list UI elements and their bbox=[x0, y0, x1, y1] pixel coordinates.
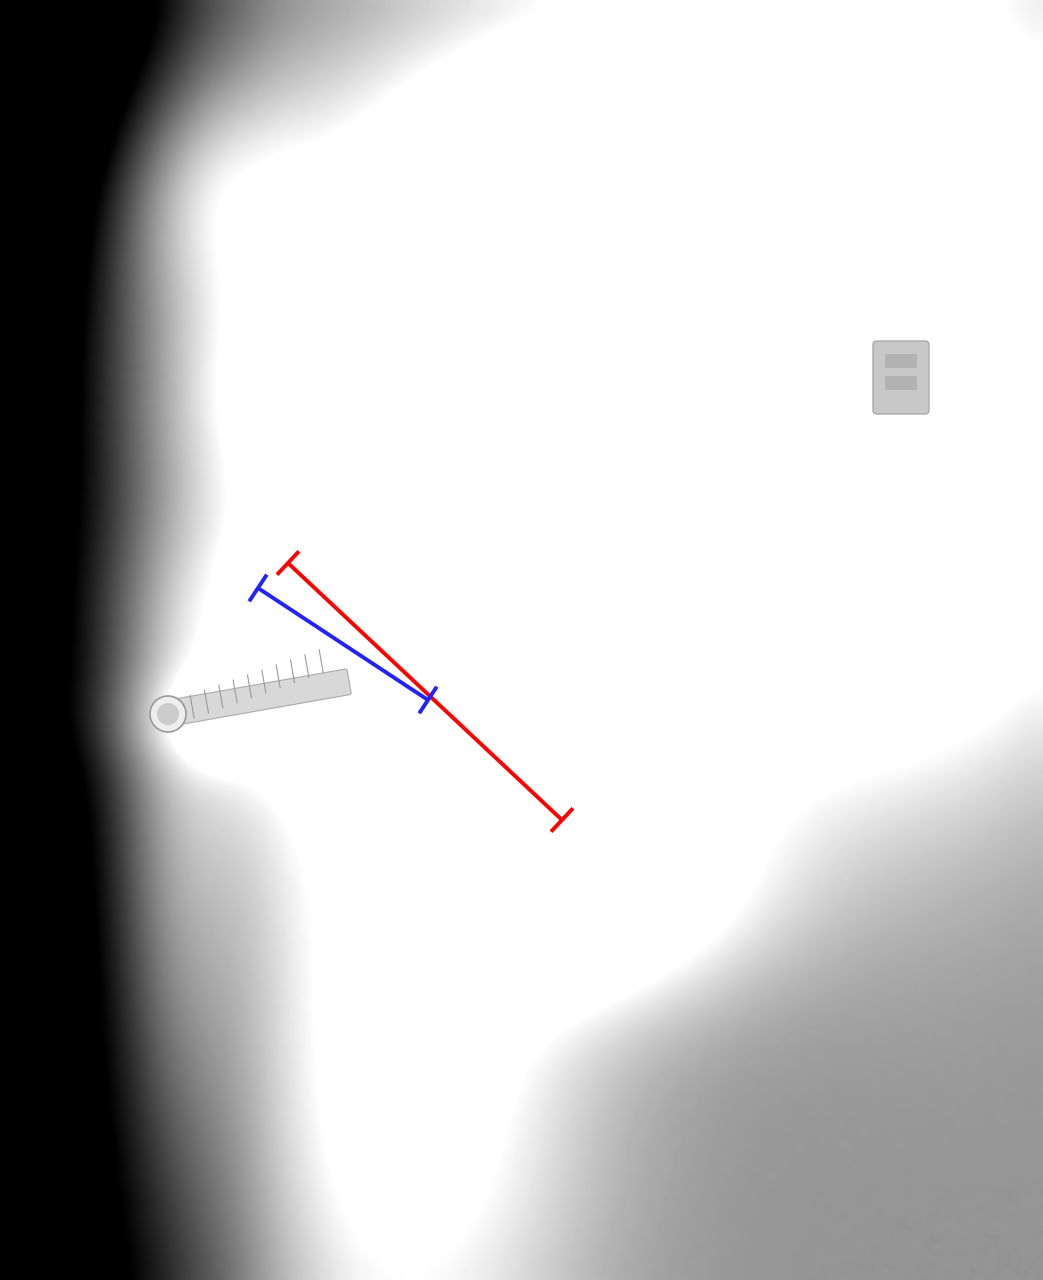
Bar bbox=[886, 376, 917, 390]
Bar bbox=[886, 355, 917, 369]
FancyBboxPatch shape bbox=[161, 669, 351, 727]
Circle shape bbox=[157, 703, 179, 724]
FancyBboxPatch shape bbox=[873, 340, 929, 413]
Circle shape bbox=[150, 696, 186, 732]
